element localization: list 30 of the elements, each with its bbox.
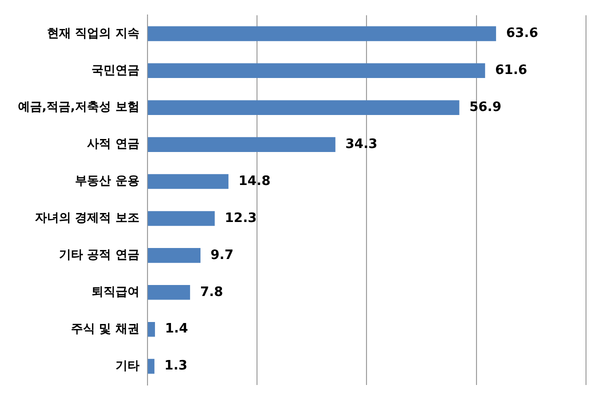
bar [148,63,486,78]
data-label: 1.3 [164,358,188,374]
bar [148,100,460,115]
bar [148,358,154,374]
y-tick-label: 국민연금 [91,62,140,77]
data-label: 7.8 [200,284,224,300]
data-label: 34.3 [345,136,378,152]
data-label: 56.9 [469,100,502,115]
y-tick-label: 기타 공적 연금 [58,248,140,262]
y-tick-label: 퇴직급여 [91,284,140,299]
bar [148,322,155,337]
bar [148,26,496,42]
y-tick-label: 현재 직업의 지속 [46,26,140,40]
data-label: 9.7 [210,248,234,263]
bar [148,137,336,152]
data-label: 12.3 [224,210,257,226]
data-label: 1.4 [164,322,188,337]
data-label: 14.8 [238,174,271,189]
data-label: 61.6 [495,63,528,78]
y-tick-label: 사적 연금 [87,136,140,151]
y-tick-label: 기타 [115,358,140,372]
bar [148,211,215,226]
bar [148,248,200,263]
y-tick-label: 부동산 운용 [75,174,140,188]
y-tick-label: 자녀의 경제적 보조 [34,210,140,225]
bar [148,174,228,189]
y-tick-label: 예금,적금,저축성 보험 [18,100,140,114]
y-tick-label: 주식 및 채권 [70,321,140,336]
bar [148,285,190,300]
data-label: 63.6 [506,26,538,42]
